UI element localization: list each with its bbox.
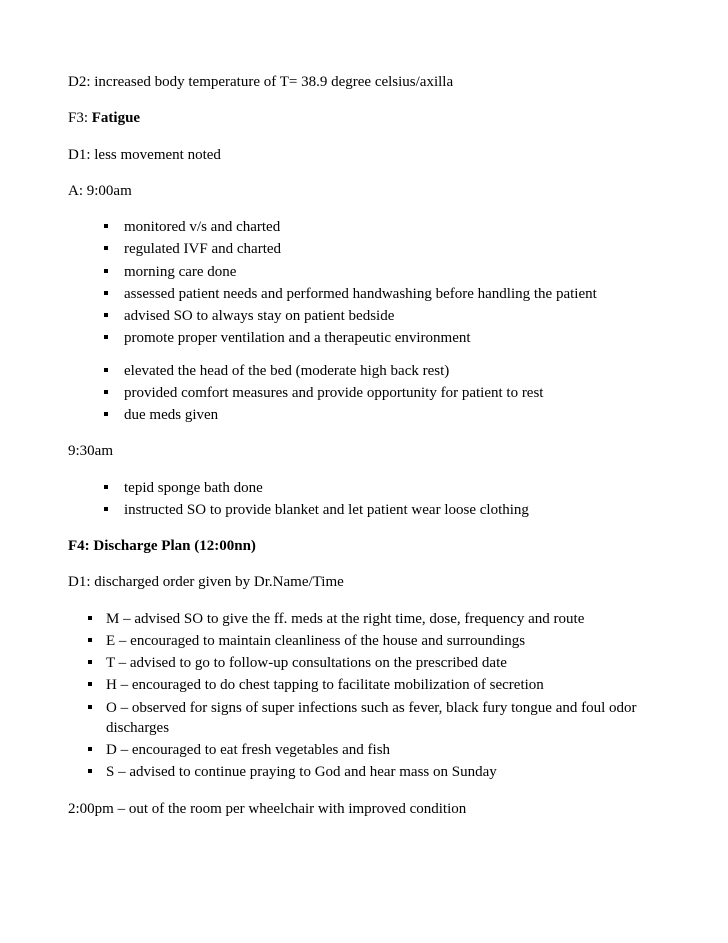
list-item: assessed patient needs and performed han… (124, 284, 660, 304)
line-a-time: A: 9:00am (68, 181, 660, 201)
list-item: S – advised to continue praying to God a… (106, 762, 660, 782)
line-2pm: 2:00pm – out of the room per wheelchair … (68, 799, 660, 819)
list-item: due meds given (124, 405, 660, 425)
f3-fatigue: Fatigue (92, 110, 140, 126)
list-item: elevated the head of the bed (moderate h… (124, 361, 660, 381)
list-item: H – encouraged to do chest tapping to fa… (106, 675, 660, 695)
line-f3: F3: Fatigue (68, 108, 660, 128)
f3-prefix: F3: (68, 110, 92, 126)
list-item: E – encouraged to maintain cleanliness o… (106, 631, 660, 651)
list-item: O – observed for signs of super infectio… (106, 698, 660, 739)
list-item: M – advised SO to give the ff. meds at t… (106, 609, 660, 629)
list-930am: tepid sponge bath done instructed SO to … (68, 478, 660, 521)
line-930am: 9:30am (68, 441, 660, 461)
list-item: instructed SO to provide blanket and let… (124, 500, 660, 520)
list-item: provided comfort measures and provide op… (124, 383, 660, 403)
list-item: monitored v/s and charted (124, 217, 660, 237)
line-d2: D2: increased body temperature of T= 38.… (68, 72, 660, 92)
list-item: T – advised to go to follow-up consultat… (106, 653, 660, 673)
line-d1-b: D1: discharged order given by Dr.Name/Ti… (68, 572, 660, 592)
list-discharge: M – advised SO to give the ff. meds at t… (68, 609, 660, 783)
list-item: morning care done (124, 262, 660, 282)
list-item: advised SO to always stay on patient bed… (124, 306, 660, 326)
list-item: tepid sponge bath done (124, 478, 660, 498)
list-item: regulated IVF and charted (124, 239, 660, 259)
line-f4: F4: Discharge Plan (12:00nn) (68, 536, 660, 556)
list-item: promote proper ventilation and a therape… (124, 328, 660, 348)
list-item: D – encouraged to eat fresh vegetables a… (106, 740, 660, 760)
list-900am: monitored v/s and charted regulated IVF … (68, 217, 660, 425)
line-d1-a: D1: less movement noted (68, 145, 660, 165)
